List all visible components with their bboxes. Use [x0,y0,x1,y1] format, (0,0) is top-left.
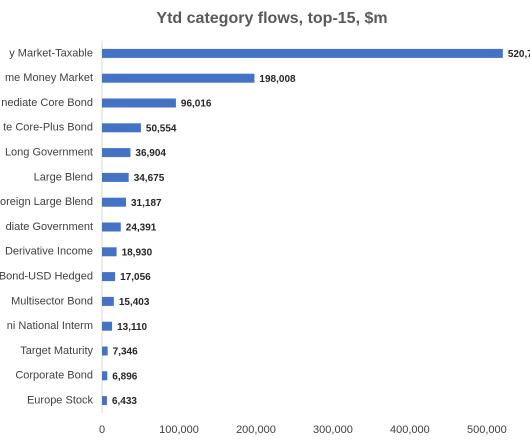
bar [102,247,117,257]
y-tick-label: Bond-USD Hedged [0,271,93,283]
value-label: 6,896 [112,371,137,382]
bar [102,272,116,282]
bar [102,296,114,306]
y-tick-label: Multisector Bond [11,295,93,307]
bar [102,123,141,133]
x-tick-label: 200,000 [236,424,276,436]
y-tick-label: nediate Core Bond [1,97,93,109]
value-label: 13,110 [117,322,147,333]
value-label: 520,7 [508,49,530,60]
y-tick-label: te Core-Plus Bond [3,122,93,134]
chart-title: Ytd category flows, top-15, $m [156,10,387,27]
bar [102,197,127,207]
bar [102,396,107,406]
x-tick-label: 400,000 [390,424,430,436]
y-tick-label: Target Maturity [20,345,93,357]
value-label: 17,056 [120,272,151,283]
bar [102,73,255,83]
bar [102,346,108,356]
bar [102,172,129,182]
y-tick-label: Long Government [5,147,93,159]
y-tick-label: Corporate Bond [15,370,93,382]
y-tick-label: oreign Large Blend [0,196,93,208]
value-label: 198,008 [259,74,296,85]
x-tick-label: 500,000 [467,424,507,436]
value-label: 96,016 [181,99,212,110]
bar [102,321,113,331]
bar [102,98,176,108]
y-tick-label: ni National Interm [7,320,93,332]
value-label: 34,675 [134,173,165,184]
value-label: 24,391 [126,223,157,234]
value-label: 7,346 [113,347,138,358]
bar [102,371,108,381]
bar [102,222,121,232]
value-label: 31,187 [131,198,162,209]
value-label: 15,403 [119,297,150,308]
x-tick-label: 0 [99,424,105,436]
y-tick-label: Europe Stock [27,395,94,407]
y-tick-label: Derivative Income [5,246,93,258]
bar [102,148,131,158]
value-label: 18,930 [122,247,153,258]
y-tick-label: Large Blend [34,171,93,183]
y-tick-label: y Market-Taxable [9,47,93,59]
value-label: 6,433 [112,396,137,407]
x-tick-label: 100,000 [159,424,199,436]
value-label: 36,904 [135,148,166,159]
x-tick-label: 300,000 [313,424,353,436]
value-label: 50,554 [146,123,177,134]
bar [102,48,503,58]
y-tick-label: me Money Market [5,72,93,84]
y-tick-label: diate Government [6,221,93,233]
